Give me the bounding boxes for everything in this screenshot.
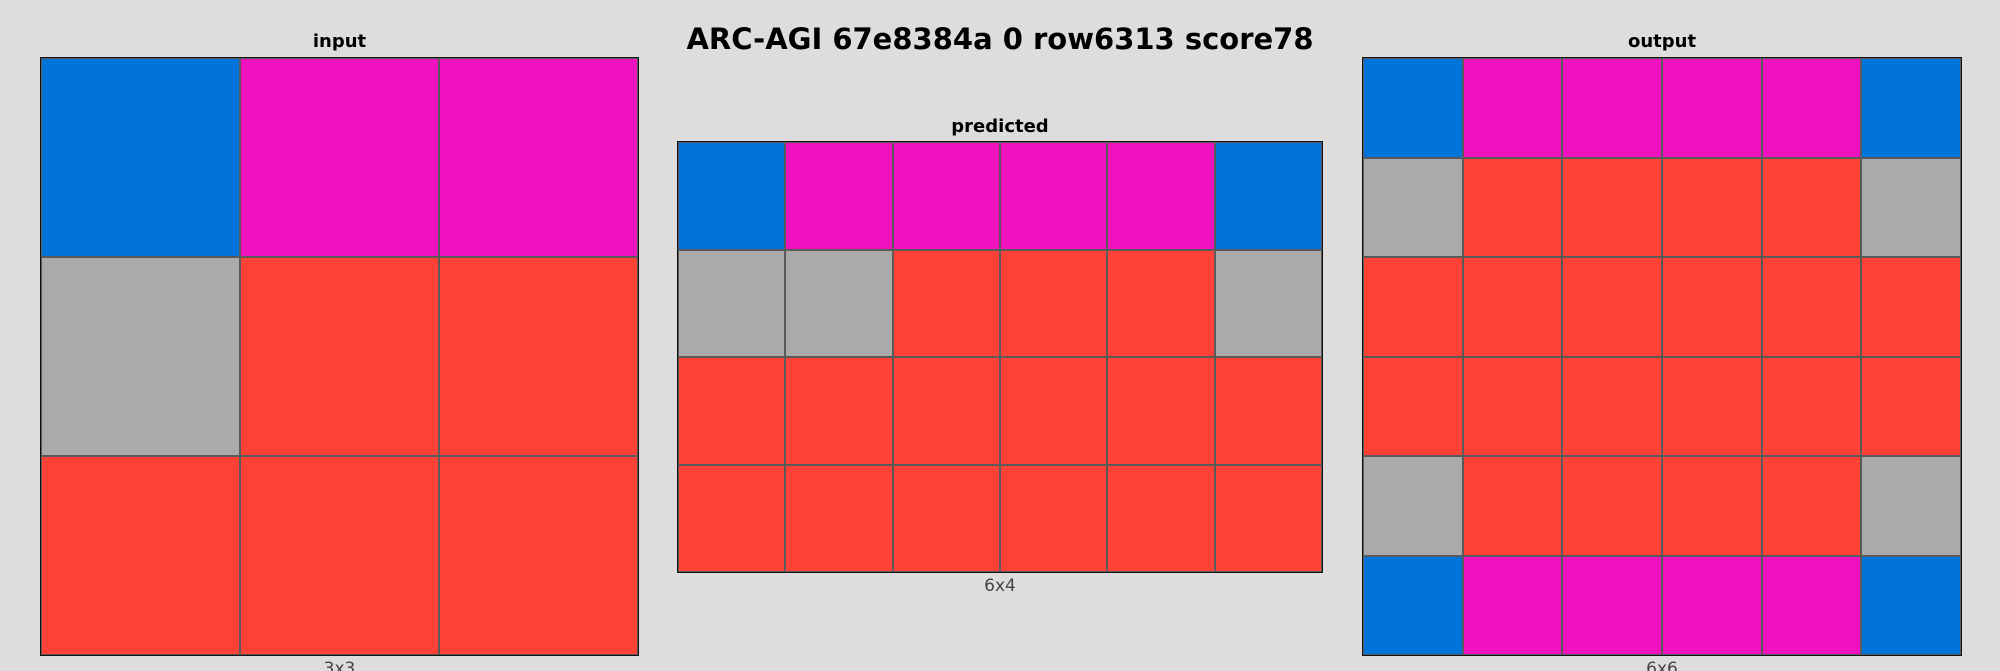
output-cell-0-5 [1861,58,1961,158]
input-size-label: 3x3 [323,659,356,671]
predicted-panel-title: predicted [951,116,1049,137]
input-grid [40,57,639,656]
predicted-cell-3-0 [678,464,786,572]
predicted-cell-0-3 [1000,142,1108,250]
output-cell-5-1 [1462,555,1563,655]
output-cell-5-2 [1562,555,1662,655]
output-cell-5-3 [1661,555,1762,655]
output-size-label: 6x6 [1646,659,1678,671]
output-grid [1362,57,1962,656]
output-cell-4-0 [1363,456,1463,556]
predicted-cell-2-0 [678,357,786,465]
predicted-cell-0-0 [678,142,786,250]
output-cell-4-3 [1661,456,1762,556]
predicted-cell-1-3 [1000,249,1108,357]
predicted-cell-0-1 [785,142,893,250]
input-cell-0-1 [240,58,439,257]
output-cell-1-0 [1363,157,1463,257]
predicted-grid [677,141,1323,573]
output-cell-4-2 [1562,456,1662,556]
output-cell-4-1 [1462,456,1563,556]
output-cell-1-1 [1462,157,1563,257]
predicted-cell-1-0 [678,249,786,357]
predicted-cell-2-5 [1214,357,1322,465]
output-cell-0-3 [1661,58,1762,158]
input-cell-2-0 [41,456,240,655]
predicted-size-label: 6x4 [984,576,1016,596]
output-cell-1-3 [1661,157,1762,257]
output-cell-5-5 [1861,555,1961,655]
predicted-cell-1-5 [1214,249,1322,357]
output-cell-2-4 [1761,257,1862,357]
output-cell-1-4 [1761,157,1862,257]
predicted-cell-2-4 [1107,357,1215,465]
output-cell-3-5 [1861,356,1961,456]
output-cell-5-0 [1363,555,1463,655]
output-cell-3-4 [1761,356,1862,456]
output-cell-4-4 [1761,456,1862,556]
predicted-cell-2-2 [892,357,1000,465]
output-cell-0-4 [1761,58,1862,158]
predicted-cell-1-2 [892,249,1000,357]
output-cell-3-0 [1363,356,1463,456]
output-cell-0-2 [1562,58,1662,158]
input-cell-0-2 [439,58,638,257]
output-cell-0-0 [1363,58,1463,158]
predicted-cell-0-2 [892,142,1000,250]
predicted-cell-3-3 [1000,464,1108,572]
input-cell-2-2 [439,456,638,655]
output-cell-2-5 [1861,257,1961,357]
predicted-cell-0-4 [1107,142,1215,250]
figure-title: ARC-AGI 67e8384a 0 row6313 score78 [686,22,1314,56]
predicted-cell-2-1 [785,357,893,465]
output-cell-2-3 [1661,257,1762,357]
input-panel-title: input [312,31,367,52]
output-cell-3-3 [1661,356,1762,456]
output-panel-title: output [1627,31,1697,52]
predicted-cell-3-1 [785,464,893,572]
predicted-cell-3-5 [1214,464,1322,572]
input-cell-2-1 [240,456,439,655]
output-cell-1-5 [1861,157,1961,257]
predicted-cell-1-1 [785,249,893,357]
output-cell-1-2 [1562,157,1662,257]
output-cell-5-4 [1761,555,1862,655]
output-cell-4-5 [1861,456,1961,556]
predicted-cell-2-3 [1000,357,1108,465]
output-cell-2-1 [1462,257,1563,357]
output-cell-2-2 [1562,257,1662,357]
predicted-cell-3-4 [1107,464,1215,572]
input-cell-1-2 [439,257,638,456]
input-cell-1-0 [41,257,240,456]
predicted-cell-3-2 [892,464,1000,572]
output-cell-0-1 [1462,58,1563,158]
output-cell-3-2 [1562,356,1662,456]
predicted-cell-0-5 [1214,142,1322,250]
input-cell-0-0 [41,58,240,257]
predicted-cell-1-4 [1107,249,1215,357]
output-cell-3-1 [1462,356,1563,456]
output-cell-2-0 [1363,257,1463,357]
input-cell-1-1 [240,257,439,456]
